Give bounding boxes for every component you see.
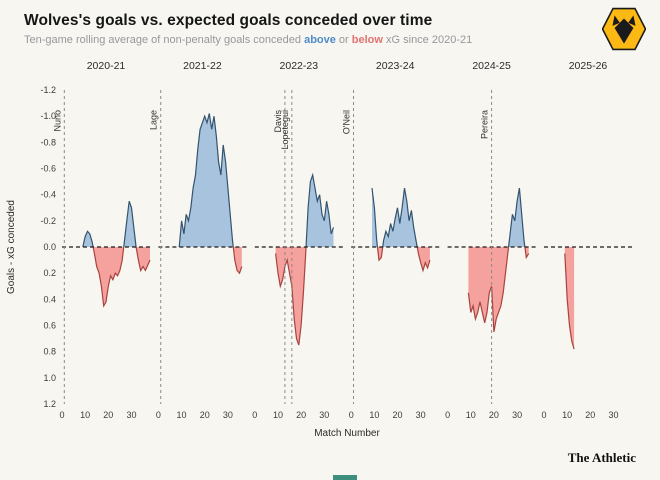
x-tick-label: 30 — [512, 410, 522, 420]
manager-label: Lopetegui — [280, 110, 290, 150]
wolves-crest-icon — [602, 7, 646, 51]
y-tick-label: -0.4 — [40, 190, 56, 200]
x-tick-label: 10 — [177, 410, 187, 420]
x-tick-label: 30 — [126, 410, 136, 420]
facet-title: 2020-21 — [87, 60, 126, 72]
area-above-xg — [82, 201, 150, 247]
x-tick-label: 20 — [200, 410, 210, 420]
x-tick-label: 0 — [252, 410, 257, 420]
subtitle-above-word: above — [304, 34, 336, 46]
manager-label: Davis — [273, 110, 283, 133]
area-below-xg — [564, 247, 575, 350]
x-axis-label: Match Number — [314, 428, 380, 439]
facet-title: 2023-24 — [376, 60, 415, 72]
y-tick-label: 1.0 — [43, 373, 56, 383]
x-tick-label: 30 — [608, 410, 618, 420]
y-tick-label: 0.6 — [43, 321, 56, 331]
rolling-average-line-below — [564, 253, 575, 350]
y-tick-label: -0.6 — [40, 164, 56, 174]
rolling-average-line-above — [305, 172, 335, 247]
subtitle-prefix: Ten-game rolling average of non-penalty … — [24, 34, 305, 46]
y-axis-label: Goals - xG conceded — [6, 200, 17, 294]
x-tick-label: 0 — [445, 410, 450, 420]
area-below-xg — [275, 247, 334, 346]
manager-label: Nuno — [52, 110, 62, 132]
x-tick-label: 30 — [223, 410, 233, 420]
x-tick-label: 10 — [466, 410, 476, 420]
x-tick-label: 0 — [541, 410, 546, 420]
y-tick-label: 0.4 — [43, 294, 56, 304]
x-tick-label: 30 — [416, 410, 426, 420]
x-tick-label: 0 — [156, 410, 161, 420]
x-tick-label: 0 — [59, 410, 64, 420]
x-tick-label: 30 — [319, 410, 329, 420]
y-tick-label: -1.0 — [40, 111, 56, 121]
facet-title: 2021-22 — [183, 60, 222, 72]
manager-label: O'Neil — [342, 110, 352, 134]
x-tick-label: 20 — [103, 410, 113, 420]
x-tick-label: 10 — [80, 410, 90, 420]
athletic-brand-wordmark: The Athletic — [567, 450, 636, 465]
facet-title: 2022-23 — [280, 60, 319, 72]
y-tick-label: 0.2 — [43, 268, 56, 278]
x-tick-label: 10 — [562, 410, 572, 420]
y-tick-label: -0.2 — [40, 216, 56, 226]
page-title: Wolves's goals vs. expected goals conced… — [24, 12, 433, 29]
subtitle-or-word: or — [335, 34, 352, 46]
facet-title: 2024-25 — [472, 60, 511, 72]
area-below-xg — [179, 247, 242, 274]
manager-label: Lage — [149, 110, 159, 130]
subtitle-below-word: below — [351, 34, 383, 46]
rolling-average-line-above — [178, 113, 234, 247]
x-tick-label: 20 — [585, 410, 595, 420]
y-tick-label: 0.0 — [43, 242, 56, 252]
chart-subtitle: Ten-game rolling average of non-penalty … — [24, 34, 472, 46]
x-tick-label: 20 — [489, 410, 499, 420]
rolling-average-line-below — [467, 247, 530, 333]
goals-xg-chart-svg: -1.2 -1.0 -0.8 -0.6 -0.4 -0.2 0.0 0.2 0.4 0.6 0.8 1… — [6, 60, 632, 439]
subtitle-suffix: xG since 2020-21 — [382, 34, 473, 46]
footer-accent-bar — [333, 475, 357, 480]
y-tick-label: -1.2 — [40, 85, 56, 95]
y-tick-label: -0.8 — [40, 137, 56, 147]
goals-xg-small-multiples-chart: -1.2 -1.0 -0.8 -0.6 -0.4 -0.2 0.0 0.2 0.4 0.6 0.8 1… — [0, 55, 660, 452]
area-above-xg — [275, 175, 334, 247]
x-tick-label: 10 — [273, 410, 283, 420]
area-below-xg — [468, 247, 529, 332]
rolling-average-line-below — [82, 247, 151, 308]
facet-title: 2025-26 — [569, 60, 608, 72]
x-tick-label: 20 — [296, 410, 306, 420]
x-tick-label: 10 — [369, 410, 379, 420]
rolling-average-line-above — [371, 187, 418, 247]
rolling-average-line-below — [376, 247, 431, 273]
rolling-average-line-above — [507, 187, 526, 247]
area-above-xg — [468, 188, 529, 247]
x-tick-label: 0 — [349, 410, 354, 420]
x-tick-label: 20 — [393, 410, 403, 420]
area-below-xg — [82, 247, 150, 306]
y-tick-label: 1.2 — [43, 399, 56, 409]
y-tick-label: 0.8 — [43, 347, 56, 357]
area-above-xg — [179, 113, 242, 247]
manager-label: Pereira — [480, 110, 490, 139]
